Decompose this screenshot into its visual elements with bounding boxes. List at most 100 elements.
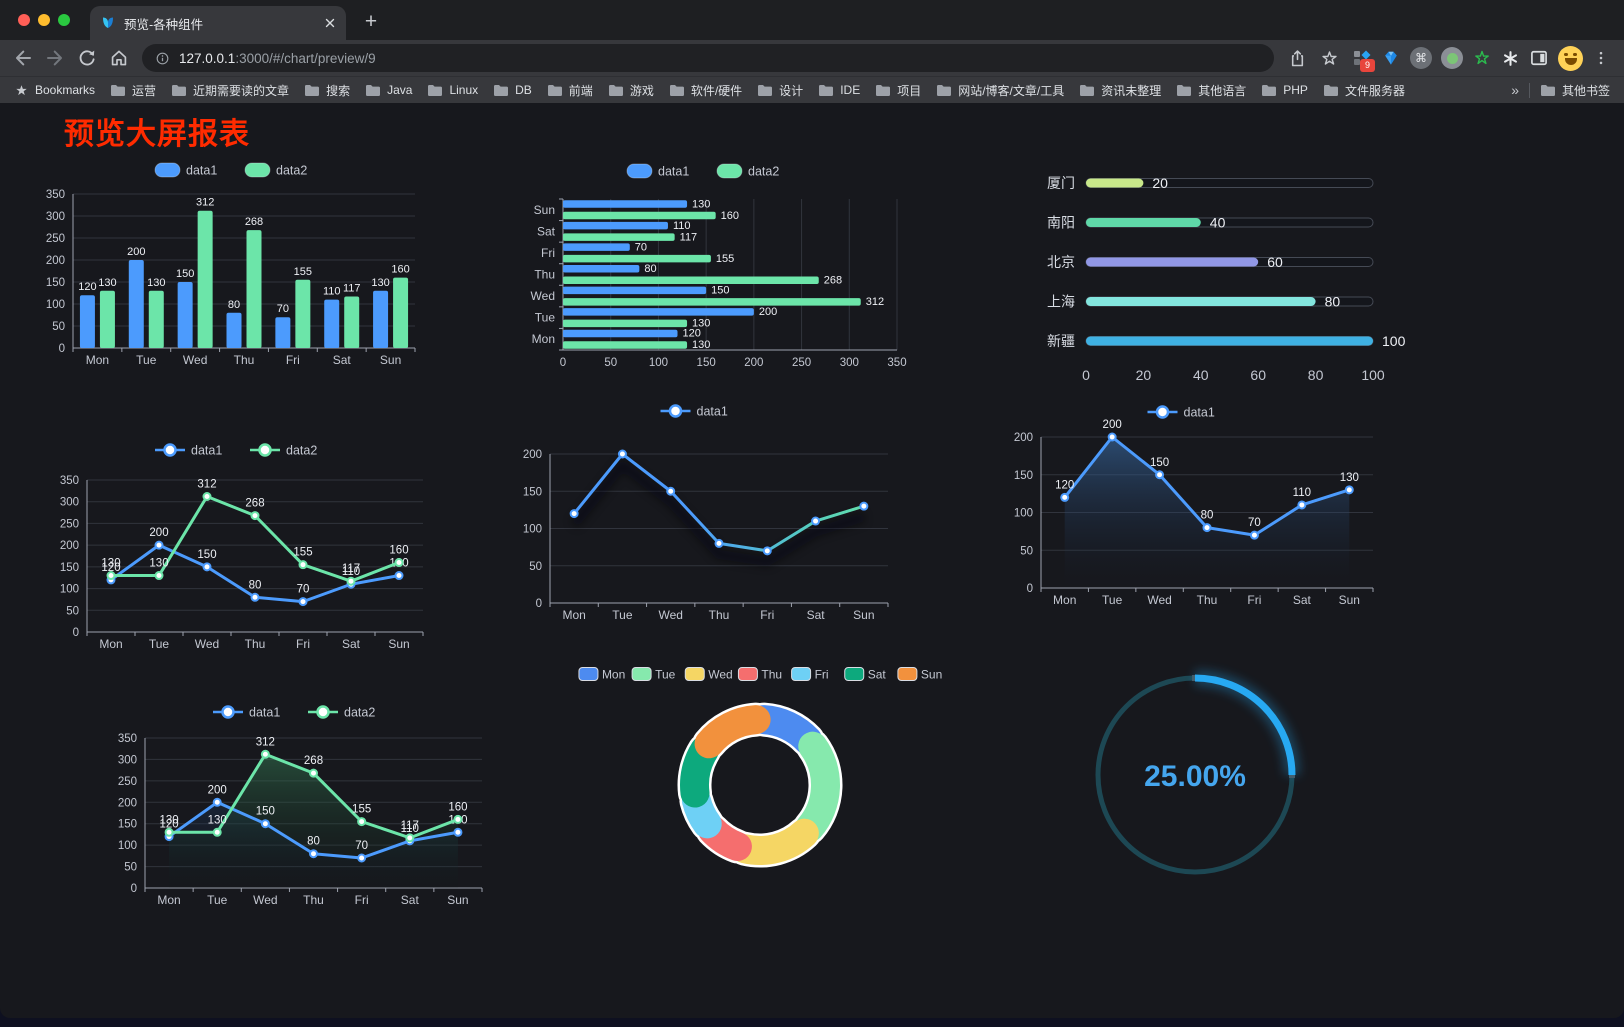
- svg-text:250: 250: [60, 518, 79, 530]
- svg-text:130: 130: [1340, 472, 1359, 484]
- svg-text:130: 130: [149, 558, 168, 570]
- extension-green-star-icon[interactable]: [1472, 48, 1492, 68]
- bookmarks-manager[interactable]: Bookmarks: [14, 83, 95, 98]
- bookmark-folder[interactable]: Linux: [427, 83, 478, 97]
- svg-text:Fri: Fri: [1247, 593, 1261, 607]
- svg-text:Thu: Thu: [709, 608, 730, 622]
- bookmark-folder[interactable]: 资讯未整理: [1079, 82, 1161, 99]
- svg-text:70: 70: [1248, 517, 1261, 529]
- bookmark-folder[interactable]: 项目: [875, 82, 921, 99]
- home-button[interactable]: [104, 43, 134, 73]
- chart-area-double[interactable]: 0 50 100 150 200 250 300 350 Mon Tue Wed Thu Fri Sat S…: [100, 702, 492, 927]
- svg-text:150: 150: [118, 819, 137, 831]
- svg-text:Wed: Wed: [183, 353, 207, 367]
- svg-text:50: 50: [124, 862, 137, 874]
- folder-icon: [1540, 84, 1555, 96]
- svg-text:Tue: Tue: [136, 353, 157, 367]
- bookmark-folder[interactable]: 游戏: [608, 82, 654, 99]
- browser-tab[interactable]: 预览-各种组件: [90, 6, 346, 40]
- chart-bar-vertical[interactable]: 0 50 100 150 200 250 300 350 Mon Tue Wed Thu Fri Sat S…: [38, 150, 428, 375]
- browser-toolbar: 127.0.0.1:3000/#/chart/preview/9 9 ⌘: [0, 40, 1624, 76]
- extensions-area: 9 ⌘: [1346, 45, 1616, 72]
- svg-text:Mon: Mon: [602, 668, 625, 682]
- profile-avatar[interactable]: [1558, 45, 1583, 71]
- svg-text:data2: data2: [286, 444, 317, 458]
- bookmark-folder[interactable]: PHP: [1261, 83, 1308, 97]
- chart-bar-horizontal[interactable]: 0 50 100 150 200 250 300 350 Mon Tue Wed Thu Fri Sat S…: [505, 155, 907, 377]
- svg-text:117: 117: [680, 231, 698, 243]
- zoom-window-button[interactable]: [58, 14, 70, 26]
- chart-area-single[interactable]: 0 50 100 150 200 Mon Tue Wed Thu Fri Sat Sun 120 200 1…: [985, 399, 1381, 614]
- extension-dot-icon[interactable]: [1441, 47, 1463, 69]
- folder-icon: [937, 84, 952, 96]
- new-tab-button[interactable]: +: [364, 10, 378, 33]
- svg-text:Sun: Sun: [534, 203, 555, 217]
- svg-text:80: 80: [307, 836, 320, 848]
- svg-text:Fri: Fri: [760, 608, 774, 622]
- chart-progress-list[interactable]: 厦门 20 南阳 40 北京 60 上海 80 新疆 100 0 20 40 60 80 100: [1005, 153, 1415, 391]
- svg-text:南阳: 南阳: [1047, 215, 1075, 231]
- minimize-window-button[interactable]: [38, 14, 50, 26]
- bookmark-folder[interactable]: IDE: [818, 83, 860, 97]
- bookmarks-label: Bookmarks: [35, 83, 96, 97]
- extension-grid-icon[interactable]: 9: [1352, 48, 1375, 72]
- svg-text:Wed: Wed: [195, 637, 219, 651]
- folder-icon: [494, 84, 509, 96]
- svg-text:Mon: Mon: [99, 637, 122, 651]
- bookmark-folder[interactable]: 前端: [547, 82, 593, 99]
- svg-text:Wed: Wed: [253, 893, 277, 907]
- chart-line-basic[interactable]: 0 50 100 150 200 250 300 350 Mon Tue Wed Thu Fri Sat S…: [48, 430, 428, 652]
- back-button[interactable]: [8, 43, 38, 73]
- forward-button[interactable]: [40, 43, 70, 73]
- chart-line-gradient[interactable]: 0 50 100 150 200 Mon Tue Wed Thu Fri Sat Sun data1: [500, 398, 892, 628]
- close-window-button[interactable]: [18, 14, 30, 26]
- svg-text:20: 20: [1152, 175, 1168, 191]
- bookmarks-overflow-chevron[interactable]: »: [1511, 82, 1519, 98]
- extension-asterisk-icon[interactable]: [1501, 49, 1520, 68]
- bookmark-folder[interactable]: 软件/硬件: [669, 82, 742, 99]
- address-bar[interactable]: 127.0.0.1:3000/#/chart/preview/9: [142, 44, 1274, 72]
- extension-gem-icon[interactable]: [1381, 48, 1401, 68]
- svg-text:data1: data1: [249, 706, 280, 720]
- svg-text:160: 160: [448, 801, 467, 813]
- svg-text:300: 300: [118, 754, 137, 766]
- bookmark-folder[interactable]: DB: [493, 83, 532, 97]
- svg-text:Tue: Tue: [612, 608, 633, 622]
- chart-donut-pie[interactable]: Mon Tue Wed Thu Fri Sat Sun: [560, 638, 960, 893]
- site-info-icon[interactable]: [154, 50, 171, 67]
- menu-kebab-icon[interactable]: [1592, 48, 1610, 68]
- chart-gauge-progress[interactable]: 25.00%: [1080, 668, 1316, 893]
- svg-text:Sat: Sat: [401, 893, 420, 907]
- svg-text:Fri: Fri: [541, 246, 555, 260]
- svg-text:130: 130: [159, 814, 178, 826]
- bookmark-folder[interactable]: 搜索: [304, 82, 350, 99]
- svg-text:Sun: Sun: [853, 608, 874, 622]
- bookmark-folder[interactable]: 网站/博客/文章/工具: [936, 82, 1064, 99]
- svg-text:Tue: Tue: [207, 893, 228, 907]
- bookmark-folder[interactable]: 运营: [110, 82, 156, 99]
- svg-text:200: 200: [523, 449, 542, 461]
- svg-text:150: 150: [711, 285, 729, 297]
- svg-text:60: 60: [1267, 254, 1283, 270]
- svg-text:data1: data1: [697, 405, 728, 419]
- bookmark-star-button[interactable]: [1314, 43, 1344, 73]
- bookmark-folder[interactable]: 设计: [757, 82, 803, 99]
- bookmark-folder[interactable]: 文件服务器: [1323, 82, 1405, 99]
- svg-text:100: 100: [60, 584, 79, 596]
- extension-command-icon[interactable]: ⌘: [1410, 47, 1432, 69]
- site-favicon: [103, 17, 113, 28]
- svg-text:Sun: Sun: [1339, 593, 1360, 607]
- reload-icon: [79, 50, 95, 66]
- other-bookmarks-folder[interactable]: 其他书签: [1540, 82, 1610, 99]
- reload-button[interactable]: [72, 43, 102, 73]
- bookmark-folder[interactable]: 其他语言: [1176, 82, 1246, 99]
- share-button[interactable]: [1282, 43, 1312, 73]
- sidebar-panel-icon[interactable]: [1529, 48, 1549, 68]
- svg-text:120: 120: [1055, 479, 1074, 491]
- bookmark-folder[interactable]: 近期需要读的文章: [171, 82, 289, 99]
- svg-text:Tue: Tue: [149, 637, 170, 651]
- bookmark-folder[interactable]: Java: [365, 83, 412, 97]
- folder-icon: [366, 84, 381, 96]
- tab-close-icon[interactable]: [324, 17, 336, 29]
- url-text: 127.0.0.1:3000/#/chart/preview/9: [179, 51, 376, 66]
